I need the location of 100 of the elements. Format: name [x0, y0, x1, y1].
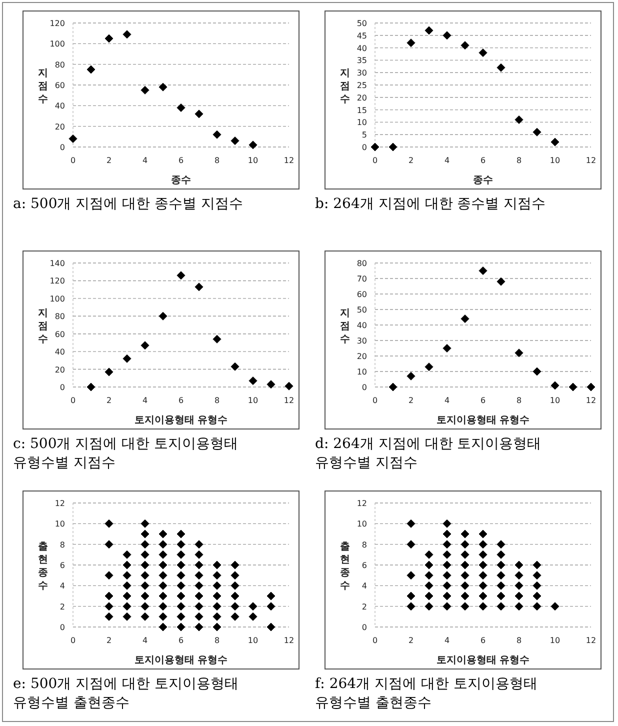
point	[532, 581, 542, 590]
x-tick-label: 6	[480, 636, 486, 645]
point	[568, 382, 578, 392]
y-tick-label: 2	[362, 602, 367, 612]
x-tick-label: 6	[480, 396, 486, 405]
point	[194, 282, 204, 292]
y-tick-label: 8	[362, 540, 367, 550]
x-tick-label: 0	[70, 636, 76, 645]
y-tick-label: 0	[60, 383, 65, 392]
x-tick-label: 0	[70, 396, 76, 405]
point	[550, 602, 560, 611]
y-tick-label: 50	[356, 19, 367, 28]
y-tick-label: 80	[54, 60, 65, 70]
y-axis-title: 출현종수	[340, 542, 350, 592]
y-tick-label: 0	[362, 623, 367, 632]
x-tick-label: 10	[248, 396, 258, 405]
x-tick-label: 12	[586, 396, 596, 405]
x-tick-label: 2	[408, 156, 414, 165]
y-tick-label: 0	[60, 143, 65, 152]
x-tick-label: 10	[550, 636, 560, 645]
x-tick-label: 10	[248, 156, 258, 165]
point	[442, 581, 452, 590]
x-tick-label: 2	[408, 396, 414, 405]
point	[496, 540, 506, 549]
point	[248, 376, 258, 386]
point	[460, 571, 470, 580]
y-tick-label: 60	[54, 81, 65, 90]
y-tick-label: 80	[54, 312, 65, 322]
text: e: 500개 지점에 대한 토지이용형태 유형수별 출현종수	[13, 675, 240, 713]
point	[442, 344, 452, 352]
point	[406, 372, 416, 380]
x-tick-label: 4	[142, 396, 148, 405]
x-tick-label: 12	[284, 636, 294, 645]
y-tick-label: 40	[356, 321, 367, 330]
y-tick-label: 100	[50, 40, 65, 49]
point	[104, 368, 114, 376]
x-tick-label: 4	[444, 156, 450, 165]
x-axis-title: 토지이용형태 유형수	[436, 415, 530, 426]
x-axis-title: 종수	[171, 175, 191, 186]
y-tick-label: 0	[362, 143, 367, 152]
y-tick-label: 0	[60, 623, 65, 632]
point	[478, 602, 488, 611]
x-tick-label: 2	[106, 396, 112, 405]
point	[460, 41, 470, 50]
x-tick-label: 0	[372, 396, 378, 405]
point	[460, 530, 470, 538]
y-tick-label: 60	[356, 290, 367, 299]
y-tick-label: 10	[356, 118, 367, 128]
y-tick-label: 120	[50, 276, 65, 286]
point	[514, 581, 524, 590]
point	[496, 550, 506, 559]
point	[496, 63, 506, 72]
y-tick-label: 40	[54, 348, 65, 357]
y-tick-label: 20	[356, 93, 367, 102]
y-tick-label: 0	[362, 383, 367, 392]
y-tick-label: 100	[50, 294, 65, 304]
point	[442, 519, 452, 528]
y-axis-title: 지점수	[340, 68, 350, 105]
y-tick-label: 30	[356, 68, 367, 78]
point	[122, 30, 132, 39]
point	[478, 266, 488, 275]
point	[478, 560, 488, 570]
point	[140, 341, 150, 350]
y-tick-label: 20	[356, 352, 367, 361]
x-tick-label: 0	[70, 156, 76, 165]
y-tick-label: 6	[60, 561, 65, 570]
x-axis-title: 토지이용형태 유형수	[134, 655, 228, 666]
text: a: 500개 지점에 대한 종수별 지점수	[13, 195, 244, 214]
point	[496, 277, 506, 286]
point	[460, 540, 470, 549]
point	[532, 367, 542, 376]
x-tick-label: 8	[214, 156, 220, 165]
x-tick-label: 8	[516, 396, 522, 405]
y-tick-label: 10	[54, 520, 65, 529]
point	[550, 138, 560, 146]
point	[460, 592, 470, 600]
x-tick-label: 10	[550, 396, 560, 405]
x-tick-label: 12	[284, 156, 294, 165]
point	[532, 571, 542, 580]
y-tick-label: 80	[356, 259, 367, 268]
point	[424, 560, 434, 570]
point	[122, 354, 132, 363]
y-tick-label: 50	[356, 306, 367, 314]
point	[68, 134, 78, 143]
y-tick-label: 140	[50, 259, 65, 268]
x-tick-label: 12	[586, 156, 596, 165]
point	[532, 602, 542, 611]
point	[266, 380, 276, 389]
point	[532, 592, 542, 600]
x-tick-label: 8	[516, 636, 522, 645]
x-tick-label: 2	[106, 156, 112, 165]
point	[424, 550, 434, 559]
point	[158, 82, 168, 92]
point	[496, 602, 506, 611]
point	[212, 334, 222, 344]
point	[442, 602, 452, 611]
text: c: 500개 지점에 대한 토지이용형태 유형수별 지점수	[13, 435, 240, 473]
point	[460, 314, 470, 324]
x-axis-title: 토지이용형태 유형수	[134, 415, 228, 426]
point	[460, 560, 470, 570]
